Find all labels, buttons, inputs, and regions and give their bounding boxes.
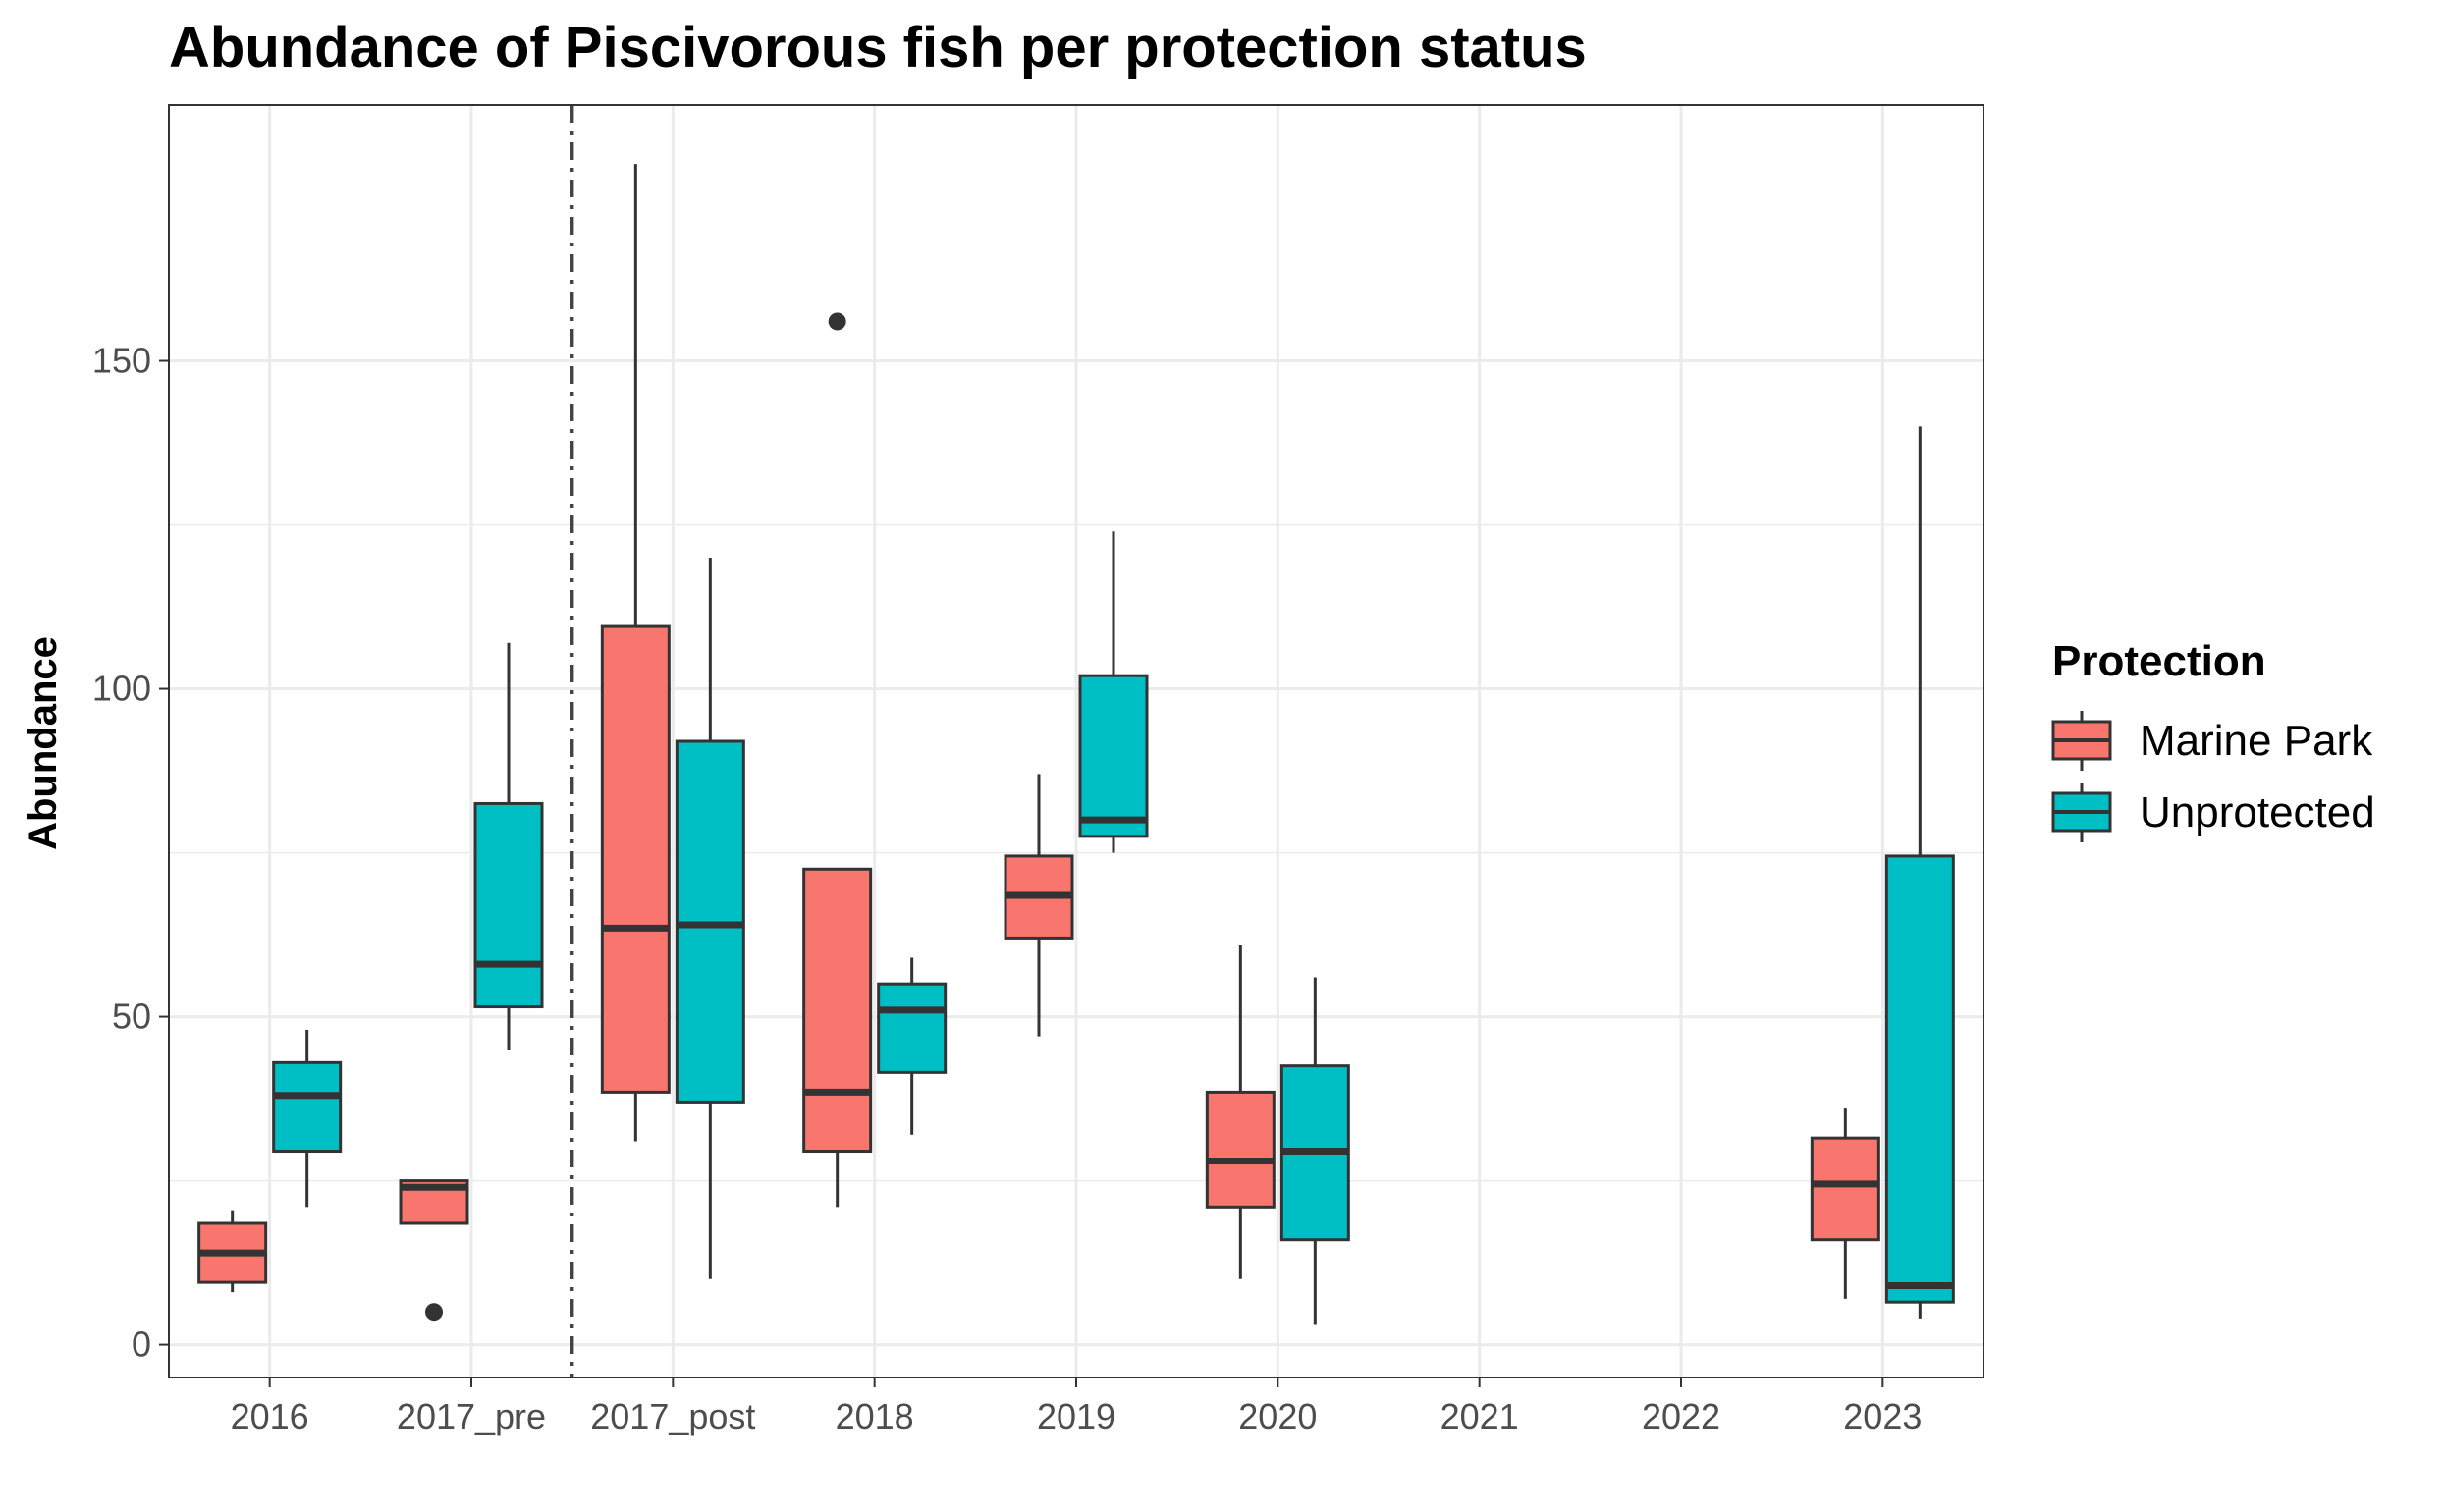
legend: Protection Marine Park Unprotected (2051, 637, 2375, 842)
x-tick-label: 2020 (1238, 1396, 1317, 1436)
x-tick-label: 2018 (836, 1396, 914, 1436)
box-body (1884, 854, 1955, 1304)
legend-label: Marine Park (2140, 717, 2373, 765)
box-body (1810, 1136, 1880, 1242)
box-unprotected-2020 (1279, 977, 1350, 1325)
legend-title: Protection (2052, 637, 2266, 685)
box-marine-park-2017_pre (399, 1179, 469, 1322)
x-tick-label: 2023 (1843, 1396, 1922, 1436)
legend-item-marine-park: Marine Park (2051, 711, 2373, 771)
box-unprotected-2018 (877, 957, 948, 1135)
box-unprotected-2023 (1884, 426, 1955, 1319)
x-tick-label: 2017_post (590, 1396, 755, 1436)
box-marine-park-2017_post (600, 164, 671, 1142)
legend-label: Unprotected (2140, 788, 2375, 837)
box-body (600, 624, 671, 1094)
x-tick-label: 2017_pre (397, 1396, 546, 1436)
x-tick-label: 2019 (1037, 1396, 1115, 1436)
outlier-point (425, 1303, 443, 1322)
legend-item-unprotected: Unprotected (2051, 783, 2375, 842)
box-unprotected-2016 (272, 1029, 343, 1208)
box-body (1078, 674, 1149, 838)
x-tick-label: 2022 (1642, 1396, 1720, 1436)
box-marine-park-2023 (1810, 1108, 1880, 1299)
y-tick-label: 150 (92, 341, 151, 381)
y-tick-label: 50 (112, 997, 151, 1037)
box-marine-park-2018 (802, 312, 873, 1208)
x-tick-label: 2016 (231, 1396, 309, 1436)
box-body (877, 982, 948, 1074)
outlier-point (828, 312, 846, 331)
box-layer (197, 164, 1955, 1325)
box-body (1205, 1090, 1276, 1209)
axes: 0 50 100 150 2016 2017_pre 2017_post 2018 2019 20… (92, 341, 1922, 1436)
box-marine-park-2020 (1205, 945, 1276, 1279)
box-body (802, 867, 873, 1154)
box-body (272, 1060, 343, 1154)
box-body (473, 801, 544, 1009)
chart-title: Abundance of Piscivorous fish per protec… (169, 16, 1587, 80)
y-tick-label: 0 (132, 1324, 151, 1365)
x-tick-label: 2021 (1440, 1396, 1519, 1436)
box-marine-park-2016 (197, 1210, 268, 1293)
box-marine-park-2019 (1004, 774, 1074, 1037)
y-axis-title: Abundance (22, 636, 65, 850)
grid-lines (169, 105, 1983, 1377)
y-tick-label: 100 (92, 669, 151, 709)
box-unprotected-2019 (1078, 531, 1149, 853)
box-unprotected-2017_pre (473, 642, 544, 1050)
box-unprotected-2017_post (675, 557, 745, 1279)
